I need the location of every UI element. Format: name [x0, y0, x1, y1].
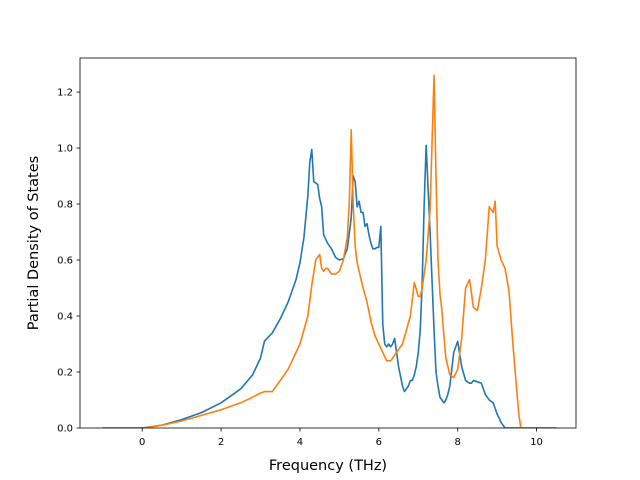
y-tick-label: 0.6	[57, 256, 73, 267]
y-tick-label: 1.2	[57, 88, 73, 99]
x-axis-label: Frequency (THz)	[269, 458, 387, 474]
series-line-2	[102, 74, 557, 428]
x-tick-label: 8	[455, 437, 461, 448]
y-axis-label: Partial Density of States	[26, 156, 42, 330]
y-tick-label: 0.4	[57, 312, 73, 323]
x-tick-label: 2	[218, 437, 224, 448]
x-tick-label: 10	[530, 437, 543, 448]
y-tick-label: 0.8	[57, 200, 73, 211]
axes-frame	[79, 57, 577, 429]
x-tick-label: 6	[376, 437, 382, 448]
series-line-1	[102, 144, 557, 428]
x-tick-label: 0	[139, 437, 145, 448]
x-tick-label: 4	[297, 437, 303, 448]
y-tick-label: 0.0	[57, 424, 73, 435]
axis-ticks: 0 2 4 6 8 10 0.0 0.2 0.4 0.6 0.8 1.0 1.2	[57, 88, 543, 448]
y-tick-label: 0.2	[57, 368, 73, 379]
y-tick-label: 1.0	[57, 144, 73, 155]
plot-area	[102, 74, 557, 428]
